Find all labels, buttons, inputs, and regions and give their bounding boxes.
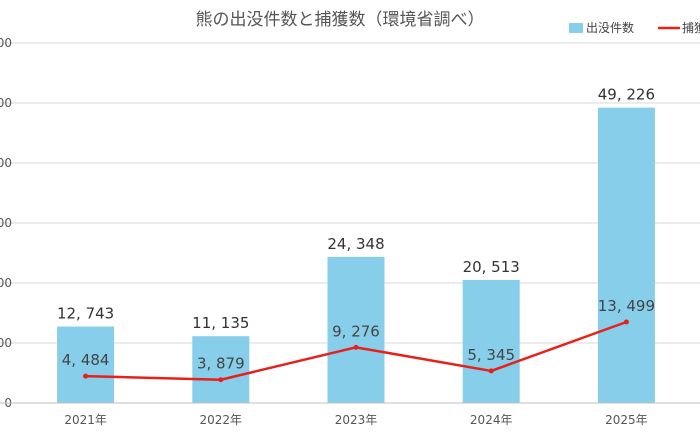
bar-value-label: 20, 513: [463, 258, 520, 276]
line-point: [353, 344, 359, 350]
line-point: [488, 368, 494, 374]
bar-value-label: 24, 348: [327, 235, 384, 253]
legend-swatch-bar: [569, 23, 583, 33]
line-value-label: 13, 499: [598, 297, 655, 315]
y-tick-label: 30,000: [0, 216, 12, 230]
line-point: [83, 373, 89, 379]
bar: [57, 326, 115, 403]
bar-value-label: 49, 226: [598, 86, 655, 104]
bar: [597, 107, 655, 404]
line-value-label: 3, 879: [197, 355, 245, 373]
chart-title: 熊の出没件数と捕獲数（環境省調べ）: [196, 10, 485, 30]
y-tick-label: 40,000: [0, 156, 12, 170]
line-value-label: 5, 345: [467, 346, 515, 364]
line-point: [623, 319, 629, 325]
bar: [327, 256, 385, 403]
x-axis-ticks: 2021年 2022年 2023年 2024年 2025年: [0, 402, 700, 427]
line-value-label: 9, 276: [332, 322, 380, 340]
x-tick-label: 2022年: [200, 413, 243, 427]
bar-value-label: 11, 135: [192, 314, 249, 332]
x-tick-label: 2024年: [470, 413, 513, 427]
bar: [192, 336, 250, 403]
legend-label-line: 捕獲数: [682, 20, 700, 35]
x-tick-label: 2025年: [605, 413, 648, 427]
y-tick-label: 50,000: [0, 96, 12, 110]
y-tick-label: 60,000: [0, 36, 12, 50]
x-tick-label: 2023年: [335, 413, 378, 427]
legend: 出没件数 捕獲数: [569, 20, 700, 35]
line-value-label: 4, 484: [62, 351, 110, 369]
line-point: [218, 377, 224, 383]
y-tick-label: 20,000: [0, 276, 12, 290]
bar-series: 12, 743 11, 135 24, 348 20, 513 49, 226: [57, 86, 655, 404]
x-tick-label: 2021年: [64, 413, 107, 427]
legend-label-bar: 出没件数: [586, 20, 634, 35]
bar: [462, 279, 520, 403]
bar-value-label: 12, 743: [57, 305, 114, 323]
line-series: 4, 484 3, 879 9, 276 5, 345 13, 499: [62, 297, 655, 383]
y-tick-label: 10,000: [0, 336, 12, 350]
